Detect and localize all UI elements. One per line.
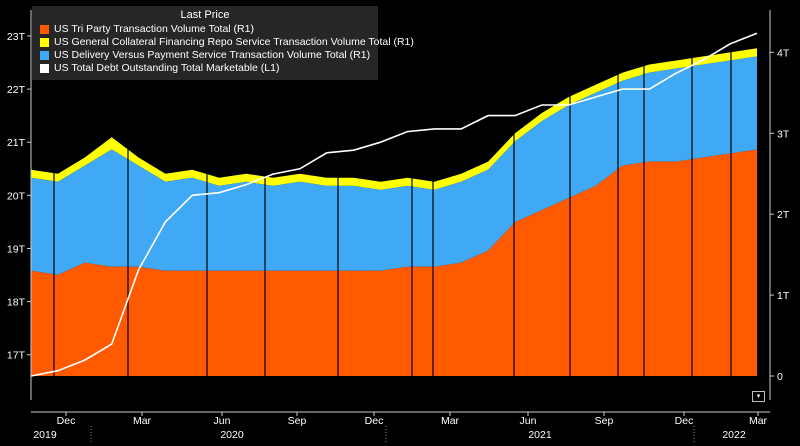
legend-entry-debt: US Total Debt Outstanding Total Marketab… [40, 62, 370, 75]
axes [30, 10, 771, 413]
x-month-label: Dec [675, 415, 694, 427]
debt-series-line [30, 32, 758, 377]
gcf-area [31, 48, 757, 190]
legend-entry-tri-party: US Tri Party Transaction Volume Total (R… [40, 23, 370, 36]
plot-areas [31, 48, 757, 376]
left-ticks: 17T 18T 19T 20T 21T 22T 23T [7, 31, 31, 362]
right-tick-label: 1T [777, 290, 790, 302]
legend-label: US Total Debt Outstanding Total Marketab… [54, 62, 280, 74]
legend-title: Last Price [180, 9, 230, 21]
x-year-label: 2022 [722, 429, 746, 441]
x-year-label: 2019 [33, 429, 57, 441]
right-ticks: 0 1T 2T 3T 4T [770, 47, 790, 383]
legend-swatch [40, 64, 49, 73]
legend-swatch [40, 51, 49, 60]
legend-entry-dvp: US Delivery Versus Payment Service Trans… [40, 49, 370, 62]
x-month-label: Jun [214, 415, 231, 427]
x-month-label: Dec [365, 415, 384, 427]
left-tick-label: 20T [7, 190, 26, 202]
legend-entry-gcf: US General Collateral Financing Repo Ser… [40, 36, 414, 49]
x-month-label: Dec [57, 415, 76, 427]
tri-party-area [31, 149, 757, 376]
left-tick-label: 18T [7, 297, 26, 309]
right-tick-label: 4T [777, 47, 790, 59]
left-tick-label: 19T [7, 243, 26, 255]
plot-dividers [53, 40, 732, 376]
chart-legend: Last Price US Tri Party Transaction Volu… [32, 6, 414, 80]
x-month-label: Mar [133, 415, 152, 427]
legend-label: US Tri Party Transaction Volume Total (R… [54, 23, 254, 35]
x-ticks: Dec Mar Jun Sep Dec Mar Jun Sep Dec Mar 2019 2020 20… [33, 412, 768, 442]
legend-label: US General Collateral Financing Repo Ser… [54, 36, 414, 48]
left-tick-label: 21T [7, 137, 26, 149]
legend-swatch [40, 25, 49, 34]
x-year-label: 2020 [220, 429, 244, 441]
left-tick-label: 22T [7, 84, 26, 96]
right-tick-label: 3T [777, 128, 790, 140]
legend-label: US Delivery Versus Payment Service Trans… [54, 49, 371, 61]
x-month-label: Mar [749, 415, 768, 427]
x-month-label: Jun [520, 415, 537, 427]
legend-swatch [40, 38, 49, 47]
right-tick-label: 0 [777, 371, 783, 383]
right-tick-label: 2T [777, 209, 790, 221]
x-month-label: Mar [441, 415, 460, 427]
debt-line [30, 32, 758, 377]
left-tick-label: 23T [7, 31, 26, 43]
left-tick-label: 17T [7, 350, 26, 362]
x-month-label: Sep [288, 415, 307, 427]
chart-options-button[interactable]: ▾ [752, 391, 765, 402]
x-month-label: Sep [595, 415, 614, 427]
x-year-label: 2021 [528, 429, 552, 441]
dvp-area [31, 56, 757, 275]
